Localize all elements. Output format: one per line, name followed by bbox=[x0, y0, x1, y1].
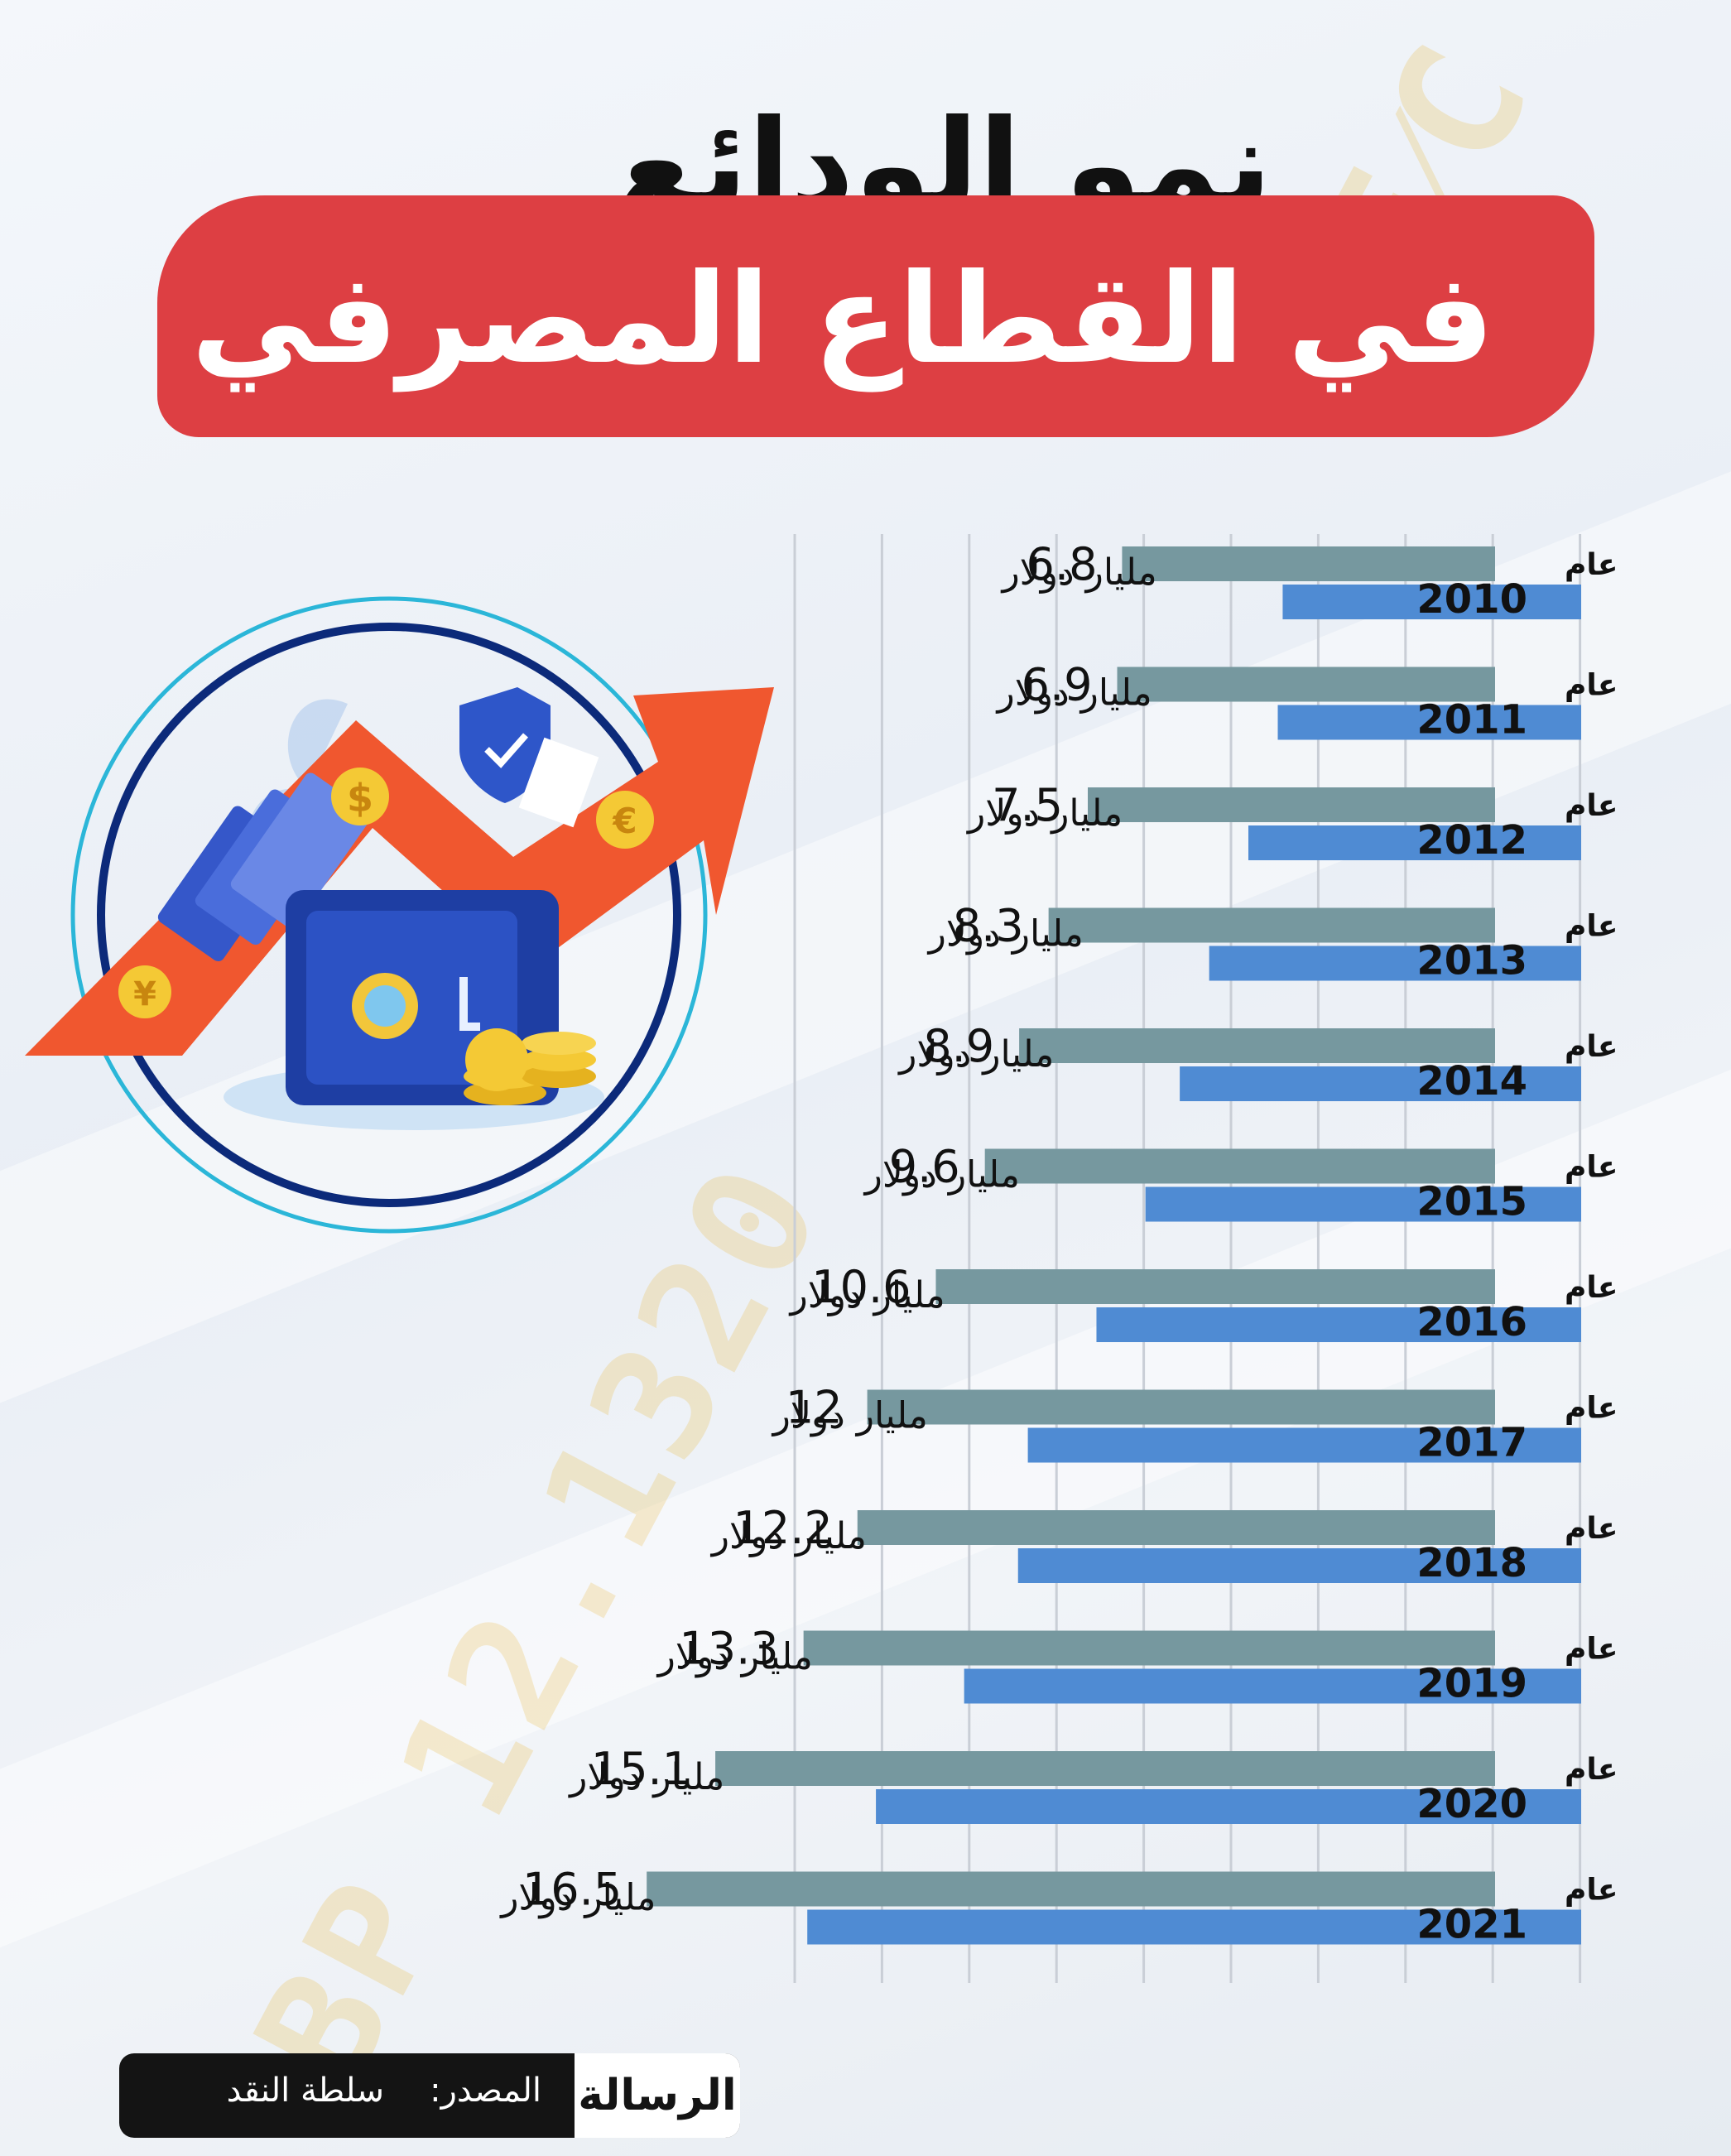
growth-arrow bbox=[25, 687, 774, 1056]
value-label: 8.9 bbox=[923, 1020, 994, 1072]
bar-lower bbox=[1145, 1186, 1581, 1222]
bar-lower bbox=[807, 1909, 1581, 1945]
year-prefix-label: عام bbox=[1565, 789, 1618, 823]
unit-label: مليار دولار bbox=[710, 1515, 867, 1557]
bar-upper bbox=[803, 1630, 1495, 1666]
yen-coin-icon: ¥ bbox=[118, 965, 171, 1018]
document-icon bbox=[518, 737, 599, 828]
source-name: سلطة النقد bbox=[226, 2072, 384, 2110]
bar-upper bbox=[867, 1389, 1495, 1425]
bar-lower bbox=[876, 1789, 1581, 1824]
unit-label: مليار دولار bbox=[863, 1154, 1020, 1196]
bar-lower bbox=[964, 1668, 1581, 1704]
year-label: 2017 bbox=[1416, 1420, 1527, 1466]
bar-upper bbox=[935, 1269, 1495, 1304]
unit-label: مليار دولار bbox=[966, 792, 1123, 835]
bar-lower bbox=[1248, 825, 1581, 860]
bar-upper bbox=[1048, 907, 1495, 943]
value-label: 16.5 bbox=[522, 1864, 622, 1916]
unit-label: مليار دولار bbox=[499, 1877, 656, 1919]
bar-upper bbox=[1117, 667, 1495, 702]
value-label: 6.8 bbox=[1027, 538, 1098, 590]
year-prefix-label: عام bbox=[1565, 1151, 1618, 1185]
value-label: 8.3 bbox=[953, 900, 1024, 952]
svg-text:€: € bbox=[612, 801, 637, 841]
value-label: 10.6 bbox=[811, 1261, 911, 1313]
unit-label: مليار دولار bbox=[656, 1636, 813, 1678]
bar-upper bbox=[1019, 1028, 1495, 1063]
unit-label: مليار دولار bbox=[927, 913, 1084, 955]
year-prefix-label: عام bbox=[1565, 1753, 1618, 1787]
unit-label: مليار دولار bbox=[996, 672, 1152, 715]
year-prefix-label: عام bbox=[1565, 1633, 1618, 1667]
subtitle-banner bbox=[157, 195, 1594, 437]
subtitle: في القطاع المصرفي bbox=[190, 248, 1495, 392]
bar-upper bbox=[857, 1510, 1495, 1545]
check-icon bbox=[484, 733, 528, 768]
value-label: 12 bbox=[786, 1382, 843, 1434]
year-prefix-label: عام bbox=[1565, 910, 1618, 944]
year-prefix-label: عام bbox=[1565, 1030, 1618, 1064]
year-prefix-label: عام bbox=[1565, 1874, 1618, 1908]
year-label: 2021 bbox=[1416, 1902, 1527, 1948]
value-label: 12.2 bbox=[733, 1502, 833, 1554]
unit-label: مليار دولار bbox=[1000, 551, 1156, 594]
year-prefix-label: عام bbox=[1565, 669, 1618, 703]
bar-lower bbox=[1096, 1307, 1581, 1342]
inner-ring bbox=[97, 623, 681, 1207]
year-prefix-label: عام bbox=[1565, 548, 1618, 582]
year-prefix-label: عام bbox=[1565, 1512, 1618, 1546]
bar-lower bbox=[1027, 1427, 1581, 1463]
bar-upper bbox=[647, 1871, 1496, 1907]
year-label: 2010 bbox=[1416, 576, 1527, 623]
value-label: 13.3 bbox=[679, 1623, 778, 1675]
footer-bar: الرسالة المصدر: سلطة النقد bbox=[119, 2053, 740, 2138]
gold-coins-stack bbox=[464, 1028, 596, 1105]
year-label: 2011 bbox=[1416, 697, 1527, 744]
dollar-coin-icon: $ bbox=[331, 768, 389, 825]
year-prefix-label: عام bbox=[1565, 1271, 1618, 1305]
value-label: 6.9 bbox=[1022, 659, 1093, 711]
svg-text:¥: ¥ bbox=[133, 975, 156, 1013]
publisher-logo: الرسالة bbox=[575, 2053, 740, 2138]
year-label: 2020 bbox=[1416, 1781, 1527, 1827]
bar-lower bbox=[1277, 705, 1581, 740]
bar-upper bbox=[984, 1148, 1495, 1184]
value-label: 7.5 bbox=[992, 779, 1063, 831]
source-label: المصدر: bbox=[430, 2072, 541, 2110]
year-label: 2014 bbox=[1416, 1058, 1527, 1104]
unit-label: مليار دولار bbox=[772, 1395, 928, 1437]
safe-handle-icon bbox=[459, 977, 480, 1031]
euro-coin-icon: € bbox=[596, 791, 654, 849]
bar-lower bbox=[1017, 1548, 1581, 1583]
year-label: 2019 bbox=[1416, 1661, 1527, 1707]
outer-ring bbox=[70, 596, 708, 1234]
value-label: 15.1 bbox=[591, 1743, 690, 1795]
bank-safe-illustration: $ € ¥ bbox=[25, 596, 774, 1234]
svg-text:$: $ bbox=[347, 776, 373, 821]
bar-lower bbox=[1180, 1066, 1581, 1101]
year-label: 2018 bbox=[1416, 1540, 1527, 1586]
shield-icon bbox=[459, 687, 551, 803]
unit-label: مليار دولار bbox=[897, 1033, 1054, 1076]
bar-upper bbox=[715, 1751, 1495, 1786]
year-label: 2015 bbox=[1416, 1179, 1527, 1225]
unit-label: مليار دولار bbox=[568, 1756, 724, 1798]
year-label: 2013 bbox=[1416, 938, 1527, 984]
year-label: 2016 bbox=[1416, 1299, 1527, 1345]
bar-lower bbox=[1209, 946, 1581, 981]
year-label: 2012 bbox=[1416, 817, 1527, 864]
bar-upper bbox=[1088, 787, 1495, 822]
year-prefix-label: عام bbox=[1565, 1392, 1618, 1426]
bar-upper bbox=[1122, 546, 1495, 581]
unit-label: مليار دولار bbox=[788, 1274, 945, 1316]
value-label: 9.6 bbox=[889, 1141, 960, 1193]
bar-lower bbox=[1282, 585, 1581, 619]
